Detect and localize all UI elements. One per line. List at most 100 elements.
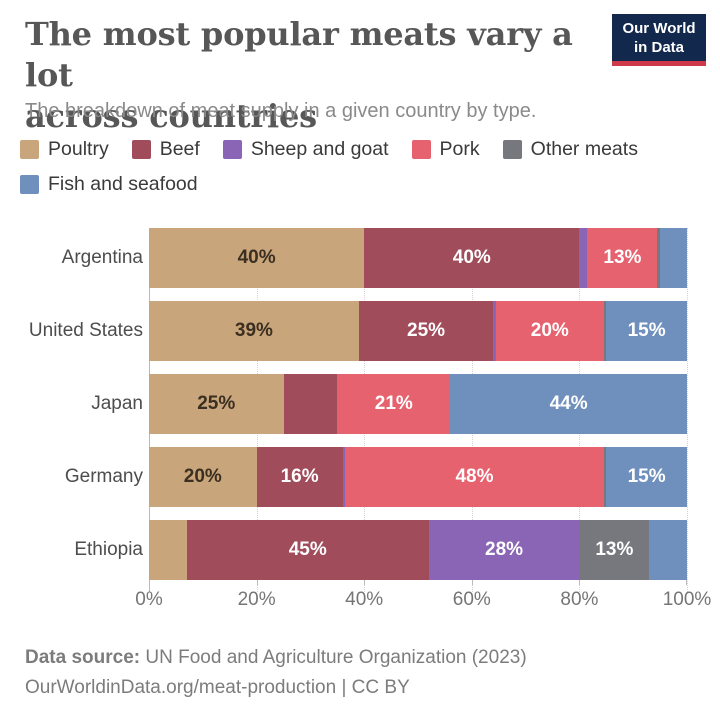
bar-segment-other-meats[interactable]: [603, 301, 607, 361]
bar-segment-other-meats[interactable]: [603, 447, 607, 507]
data-source-line: Data source: UN Food and Agriculture Org…: [25, 643, 527, 673]
bar-row-japan: Japan 25% 21% 44%: [25, 374, 688, 434]
bar-segment-poultry[interactable]: 39%: [149, 301, 359, 361]
other-meats-swatch-icon: [502, 140, 522, 159]
license-text: | CC BY: [336, 677, 410, 698]
x-tick-label-100: 100%: [662, 589, 712, 610]
stacked-bar-united-states: 39% 25% 20% 15%: [149, 301, 687, 361]
segment-value-label: 39%: [234, 320, 273, 341]
segment-value-label: 20%: [530, 320, 569, 341]
country-label-argentina: Argentina: [61, 247, 143, 268]
owid-logo-line-2: in Data: [633, 39, 684, 56]
bar-row-germany: Germany 20% 16% 48% 15%: [25, 447, 688, 507]
legend-item-pork[interactable]: Pork: [411, 138, 480, 161]
country-label-germany: Germany: [64, 466, 143, 487]
x-tick-0: [149, 580, 150, 585]
segment-value-label: 20%: [183, 466, 222, 487]
legend-row: Fish and seafood: [20, 173, 710, 196]
bar-row-argentina: Argentina 40% 40% 13%: [25, 228, 688, 288]
country-label-united-states: United States: [28, 320, 143, 341]
footer: Data source: UN Food and Agriculture Org…: [25, 643, 527, 703]
bar-segment-beef[interactable]: 16%: [256, 447, 343, 507]
bar-row-ethiopia: Ethiopia 45% 28% 13%: [25, 520, 688, 580]
page-title: The most popular meats vary a lot across…: [25, 14, 600, 137]
bar-segment-beef[interactable]: 40%: [364, 228, 580, 288]
owid-logo-line-1: Our World: [622, 20, 696, 37]
sheep-and-goat-swatch-icon: [222, 140, 242, 159]
bar-segment-sheep-and-goat[interactable]: 28%: [428, 520, 580, 580]
bar-segment-fish-and-seafood[interactable]: 15%: [606, 301, 687, 361]
x-tick-100: [686, 580, 687, 585]
segment-value-label: 25%: [197, 393, 236, 414]
bar-segment-fish-and-seafood[interactable]: 15%: [606, 447, 687, 507]
segment-value-label: 40%: [452, 247, 491, 268]
segment-value-label: 16%: [280, 466, 319, 487]
legend-label: Fish and seafood: [48, 173, 198, 195]
bar-segment-poultry[interactable]: 20%: [149, 447, 257, 507]
segment-value-label: 13%: [595, 539, 634, 560]
bar-segment-other-meats[interactable]: [657, 228, 661, 288]
fish-and-seafood-swatch-icon: [20, 175, 39, 194]
bar-segment-pork[interactable]: 13%: [587, 228, 658, 288]
segment-value-label: 13%: [603, 247, 642, 268]
bar-segment-sheep-and-goat[interactable]: [342, 447, 346, 507]
bar-segment-sheep-and-goat[interactable]: [579, 228, 588, 288]
segment-value-label: 28%: [485, 539, 524, 560]
bar-segment-pork[interactable]: 21%: [337, 374, 451, 434]
segment-value-label: 25%: [407, 320, 446, 341]
segment-value-label: 21%: [374, 393, 413, 414]
legend-row: Poultry Beef Sheep and goat Pork Other meats: [20, 138, 710, 161]
bar-segment-poultry[interactable]: 40%: [149, 228, 365, 288]
bar-segment-poultry[interactable]: [149, 520, 187, 580]
title-line-1: The most popular meats vary a lot: [25, 15, 573, 94]
bar-segment-beef[interactable]: 45%: [186, 520, 429, 580]
bar-segment-sheep-and-goat[interactable]: [493, 301, 496, 361]
plot-area: Argentina 40% 40% 13% United States 39% 25% 20%…: [25, 228, 711, 620]
stacked-bar-germany: 20% 16% 48% 15%: [149, 447, 687, 507]
country-label-japan: Japan: [91, 393, 143, 414]
bar-segment-fish-and-seafood[interactable]: 44%: [450, 374, 687, 434]
stacked-bar-argentina: 40% 40% 13%: [149, 228, 687, 288]
pork-swatch-icon: [411, 140, 431, 159]
segment-value-label: 45%: [288, 539, 327, 560]
title-line-2: across countries: [25, 97, 317, 135]
x-tick-80: [579, 580, 581, 585]
data-source-label: Data source:: [25, 647, 141, 668]
segment-value-label: 44%: [549, 393, 588, 414]
x-tick-20: [256, 580, 258, 585]
legend-item-poultry[interactable]: Poultry: [20, 138, 109, 161]
bar-segment-fish-and-seafood[interactable]: [660, 228, 687, 288]
bar-segment-other-meats[interactable]: 13%: [579, 520, 650, 580]
x-tick-label-0: 0%: [135, 589, 163, 610]
segment-value-label: 40%: [237, 247, 276, 268]
x-tick-label-60: 60%: [452, 589, 491, 610]
owid-url-link[interactable]: OurWorldinData.org/meat-production: [25, 677, 337, 698]
x-tick-40: [364, 580, 366, 585]
chart-subtitle: The breakdown of meat supply in a given …: [25, 100, 537, 122]
bar-segment-beef[interactable]: [283, 374, 338, 434]
bar-segment-beef[interactable]: 25%: [358, 301, 494, 361]
bar-rows: Argentina 40% 40% 13% United States 39% 25% 20%…: [25, 228, 688, 580]
x-tick-label-80: 80%: [560, 589, 599, 610]
stacked-bar-ethiopia: 45% 28% 13%: [149, 520, 687, 580]
bar-segment-pork[interactable]: 48%: [345, 447, 604, 507]
legend-item-beef[interactable]: Beef: [131, 138, 200, 161]
legend-item-fish-and-seafood[interactable]: Fish and seafood: [20, 173, 198, 196]
bar-segment-pork[interactable]: 20%: [496, 301, 604, 361]
bar-segment-fish-and-seafood[interactable]: [649, 520, 687, 580]
bar-row-united-states: United States 39% 25% 20% 15%: [25, 301, 688, 361]
bar-segment-poultry[interactable]: 25%: [149, 374, 284, 434]
legend-label: Beef: [159, 138, 200, 160]
stacked-bar-japan: 25% 21% 44%: [149, 374, 687, 434]
data-source-text: UN Food and Agriculture Organization (20…: [140, 647, 527, 668]
legend: Poultry Beef Sheep and goat Pork Other meats…: [20, 138, 710, 208]
legend-label: Pork: [439, 138, 480, 160]
legend-label: Other meats: [530, 138, 638, 160]
legend-item-other-meats[interactable]: Other meats: [502, 138, 638, 161]
legend-label: Poultry: [48, 138, 109, 160]
segment-value-label: 48%: [455, 466, 494, 487]
legend-item-sheep-and-goat[interactable]: Sheep and goat: [222, 138, 389, 161]
x-axis: 0% 20% 40% 60% 80% 100%: [135, 579, 711, 620]
x-tick-label-20: 20%: [237, 589, 276, 610]
owid-logo[interactable]: Our World in Data: [612, 14, 706, 66]
